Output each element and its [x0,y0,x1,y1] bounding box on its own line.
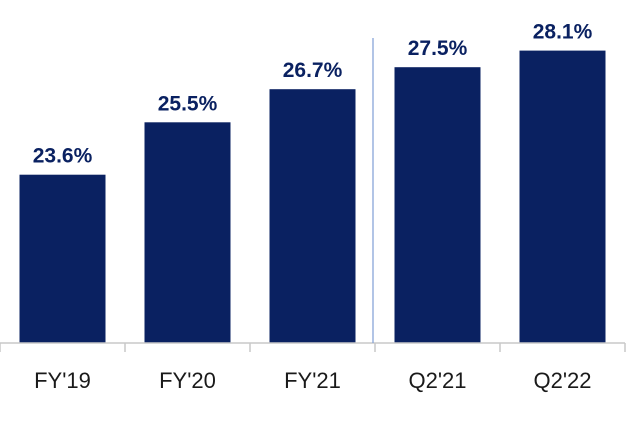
x-tick-label-0: FY'19 [34,368,91,393]
data-label-0: 23.6% [33,145,93,168]
bar-0 [19,174,106,343]
bar-2 [269,89,356,343]
x-tick-label-4: Q2'22 [533,368,591,393]
x-tick-label-3: Q2'21 [408,368,466,393]
bar-1 [144,122,231,343]
data-label-4: 28.1% [533,21,593,44]
bars-layer [19,50,606,343]
data-label-1: 25.5% [158,92,218,115]
x-axis: FY'19 FY'20 FY'21 Q2'21 Q2'22 [0,38,626,393]
x-tick-label-1: FY'20 [159,368,216,393]
data-label-2: 26.7% [283,59,343,82]
x-tick-label-2: FY'21 [284,368,341,393]
bar-4 [519,50,606,343]
bar-3 [394,67,481,343]
data-label-3: 27.5% [408,37,468,60]
data-labels-layer: 23.6% 25.5% 26.7% 27.5% 28.1% [33,21,593,168]
